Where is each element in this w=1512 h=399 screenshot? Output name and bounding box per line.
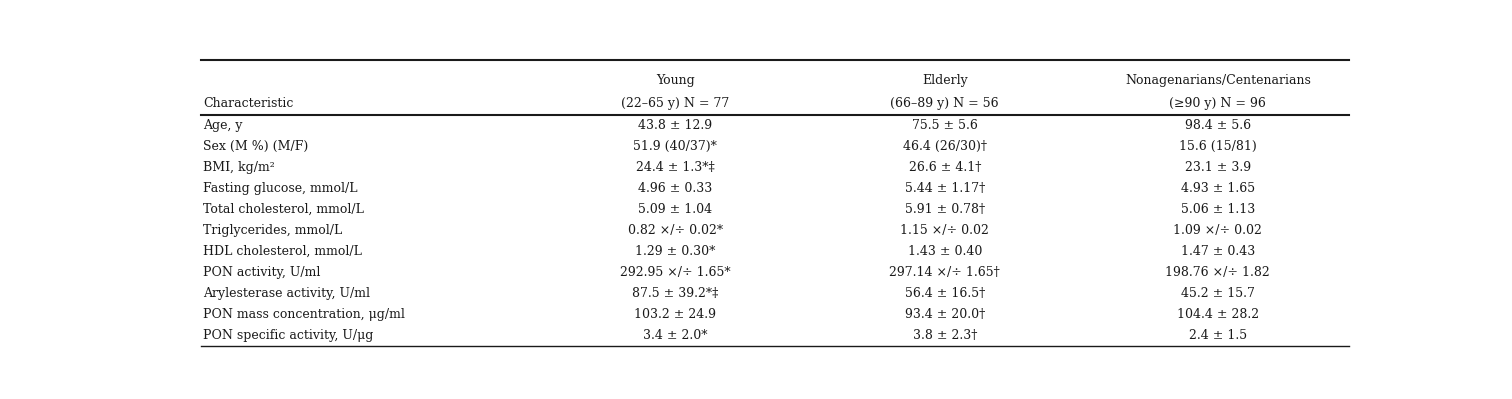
Text: Triglycerides, mmol/L: Triglycerides, mmol/L	[203, 224, 342, 237]
Text: 15.6 (15/81): 15.6 (15/81)	[1179, 140, 1256, 153]
Text: 297.14 ×/÷ 1.65†: 297.14 ×/÷ 1.65†	[889, 266, 999, 279]
Text: 1.15 ×/÷ 0.02: 1.15 ×/÷ 0.02	[900, 224, 989, 237]
Text: 1.47 ± 0.43: 1.47 ± 0.43	[1181, 245, 1255, 258]
Text: 5.06 ± 1.13: 5.06 ± 1.13	[1181, 203, 1255, 216]
Text: 75.5 ± 5.6: 75.5 ± 5.6	[912, 119, 978, 132]
Text: 1.29 ± 0.30*: 1.29 ± 0.30*	[635, 245, 715, 258]
Text: 2.4 ± 1.5: 2.4 ± 1.5	[1188, 329, 1247, 342]
Text: 56.4 ± 16.5†: 56.4 ± 16.5†	[904, 287, 984, 300]
Text: BMI, kg/m²: BMI, kg/m²	[203, 161, 275, 174]
Text: Sex (M %) (M/F): Sex (M %) (M/F)	[203, 140, 308, 153]
Text: Elderly: Elderly	[922, 74, 968, 87]
Text: 24.4 ± 1.3*‡: 24.4 ± 1.3*‡	[637, 161, 715, 174]
Text: Nonagenarians/Centenarians: Nonagenarians/Centenarians	[1125, 74, 1311, 87]
Text: 87.5 ± 39.2*‡: 87.5 ± 39.2*‡	[632, 287, 718, 300]
Text: 5.09 ± 1.04: 5.09 ± 1.04	[638, 203, 712, 216]
Text: Characteristic: Characteristic	[203, 97, 293, 110]
Text: HDL cholesterol, mmol/L: HDL cholesterol, mmol/L	[203, 245, 361, 258]
Text: PON specific activity, U/μg: PON specific activity, U/μg	[203, 329, 373, 342]
Text: 3.8 ± 2.3†: 3.8 ± 2.3†	[913, 329, 977, 342]
Text: 93.4 ± 20.0†: 93.4 ± 20.0†	[904, 308, 984, 321]
Text: 1.09 ×/÷ 0.02: 1.09 ×/÷ 0.02	[1173, 224, 1263, 237]
Text: 3.4 ± 2.0*: 3.4 ± 2.0*	[643, 329, 708, 342]
Text: 98.4 ± 5.6: 98.4 ± 5.6	[1185, 119, 1250, 132]
Text: Fasting glucose, mmol/L: Fasting glucose, mmol/L	[203, 182, 357, 195]
Text: 1.43 ± 0.40: 1.43 ± 0.40	[907, 245, 981, 258]
Text: 5.91 ± 0.78†: 5.91 ± 0.78†	[904, 203, 984, 216]
Text: 103.2 ± 24.9: 103.2 ± 24.9	[635, 308, 717, 321]
Text: 26.6 ± 4.1†: 26.6 ± 4.1†	[909, 161, 981, 174]
Text: Total cholesterol, mmol/L: Total cholesterol, mmol/L	[203, 203, 364, 216]
Text: PON activity, U/ml: PON activity, U/ml	[203, 266, 321, 279]
Text: 46.4 (26/30)†: 46.4 (26/30)†	[903, 140, 987, 153]
Text: (22–65 y) N = 77: (22–65 y) N = 77	[621, 97, 729, 110]
Text: 292.95 ×/÷ 1.65*: 292.95 ×/÷ 1.65*	[620, 266, 730, 279]
Text: 4.96 ± 0.33: 4.96 ± 0.33	[638, 182, 712, 195]
Text: 5.44 ± 1.17†: 5.44 ± 1.17†	[904, 182, 984, 195]
Text: 43.8 ± 12.9: 43.8 ± 12.9	[638, 119, 712, 132]
Text: 104.4 ± 28.2: 104.4 ± 28.2	[1176, 308, 1259, 321]
Text: 51.9 (40/37)*: 51.9 (40/37)*	[634, 140, 717, 153]
Text: 4.93 ± 1.65: 4.93 ± 1.65	[1181, 182, 1255, 195]
Text: Arylesterase activity, U/ml: Arylesterase activity, U/ml	[203, 287, 370, 300]
Text: 198.76 ×/÷ 1.82: 198.76 ×/÷ 1.82	[1166, 266, 1270, 279]
Text: 45.2 ± 15.7: 45.2 ± 15.7	[1181, 287, 1255, 300]
Text: 0.82 ×/÷ 0.02*: 0.82 ×/÷ 0.02*	[627, 224, 723, 237]
Text: (66–89 y) N = 56: (66–89 y) N = 56	[891, 97, 999, 110]
Text: PON mass concentration, μg/ml: PON mass concentration, μg/ml	[203, 308, 405, 321]
Text: Age, y: Age, y	[203, 119, 242, 132]
Text: (≥90 y) N = 96: (≥90 y) N = 96	[1169, 97, 1266, 110]
Text: Young: Young	[656, 74, 694, 87]
Text: 23.1 ± 3.9: 23.1 ± 3.9	[1185, 161, 1250, 174]
